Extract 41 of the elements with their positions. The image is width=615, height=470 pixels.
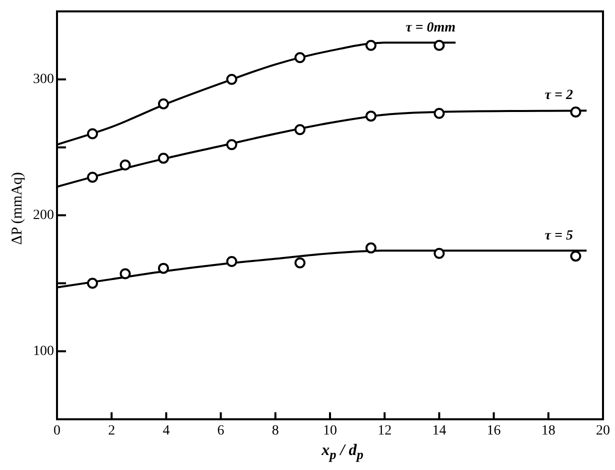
point xyxy=(158,152,169,164)
y-tick-label: 200 xyxy=(33,208,54,223)
x-tick-label: 8 xyxy=(272,423,279,438)
point xyxy=(86,172,98,183)
point xyxy=(365,40,376,51)
x-tick-label: 14 xyxy=(432,423,446,438)
point xyxy=(226,256,238,268)
point xyxy=(120,268,131,280)
point xyxy=(434,248,445,259)
point xyxy=(294,124,306,136)
x-tick-label: 16 xyxy=(486,423,501,438)
x-tick-label: 18 xyxy=(541,423,556,438)
point xyxy=(434,108,445,119)
point xyxy=(570,106,582,118)
x-tick-label: 10 xyxy=(323,423,337,438)
x-axis-title: x$_{p}$ / d$_{p}$ xyxy=(320,442,364,464)
point xyxy=(86,278,98,289)
y-axis-title: ΔP (mmAq) xyxy=(10,171,26,247)
point xyxy=(158,98,169,110)
point xyxy=(365,242,376,254)
x-tick-label: 6 xyxy=(217,423,224,438)
series-label: τ = 5 xyxy=(544,228,573,244)
point xyxy=(434,40,445,51)
point xyxy=(226,139,238,150)
point xyxy=(86,128,98,140)
series-label: τ = 2 xyxy=(544,88,573,104)
point xyxy=(294,257,306,268)
point xyxy=(570,250,582,262)
series-label: τ = 0mm xyxy=(406,20,456,36)
x-tick-label: 0 xyxy=(54,423,60,438)
x-tick-label: 4 xyxy=(162,423,170,438)
y-tick-label: 300 xyxy=(33,72,54,88)
x-tick-label: 12 xyxy=(378,423,392,438)
point xyxy=(365,110,376,122)
point xyxy=(158,262,169,274)
y-tick-label: 100 xyxy=(33,344,54,359)
x-tick-label: 20 xyxy=(596,423,610,438)
point xyxy=(120,160,131,171)
x-tick-label: 2 xyxy=(108,423,116,438)
point xyxy=(294,52,306,64)
point xyxy=(226,74,238,85)
